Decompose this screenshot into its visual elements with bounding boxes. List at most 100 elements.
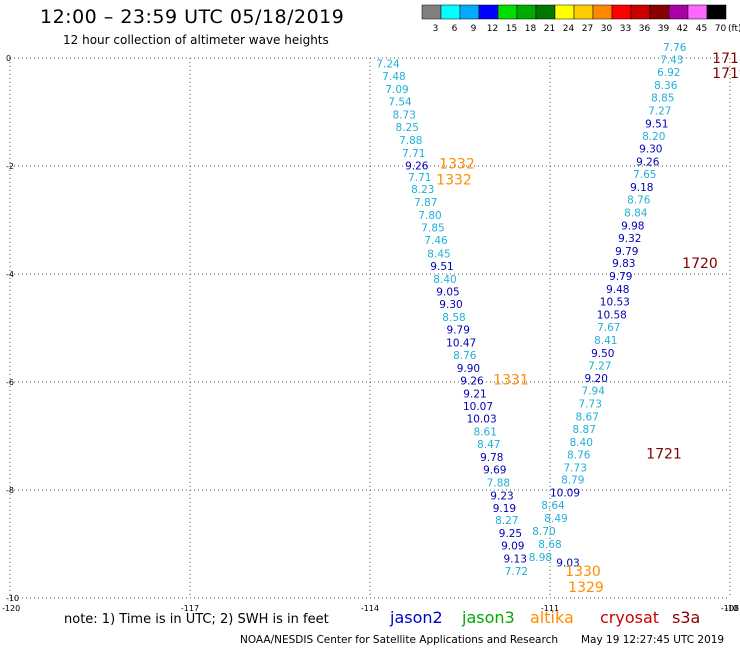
legend-unit: (ft)	[728, 24, 740, 34]
pass-time-label: 1330	[565, 564, 601, 580]
legend-cryosat: cryosat	[600, 608, 660, 627]
swh-value-label: 7.73	[564, 462, 587, 474]
swh-value-label: 7.65	[633, 169, 656, 181]
legend-jason3: jason3	[462, 608, 515, 627]
legend-swatch	[592, 4, 613, 20]
swh-value-label: 8.76	[453, 350, 477, 362]
swh-value-label: 7.88	[487, 477, 510, 489]
swh-value-label: 9.05	[436, 286, 459, 298]
swh-value-label: 7.80	[418, 210, 441, 222]
swh-value-label: 9.25	[499, 528, 522, 540]
legend-swatch	[611, 4, 632, 20]
swh-value-label: 8.49	[544, 513, 567, 525]
swh-value-label: 9.26	[460, 375, 484, 387]
swh-value-label: 7.27	[588, 360, 611, 372]
swh-value-label: 9.78	[480, 452, 503, 464]
swh-value-label: 7.88	[399, 135, 422, 147]
swh-value-label: 7.24	[376, 58, 400, 70]
legend-swatch	[649, 4, 670, 20]
footnote: note: 1) Time is in UTC; 2) SWH is in fe…	[64, 612, 329, 627]
swh-value-label: 8.79	[561, 475, 584, 487]
swh-value-label: 9.13	[504, 554, 527, 566]
swh-value-label: 7.71	[408, 172, 431, 184]
legend-swatch	[554, 4, 575, 20]
swh-value-label: 7.94	[582, 386, 606, 398]
swh-value-label: 7.67	[597, 322, 620, 334]
legend-bin-label: 15	[506, 24, 517, 34]
legend-swatch	[706, 4, 727, 20]
legend-bin-label: 42	[677, 24, 688, 34]
swh-value-label: 8.20	[642, 131, 665, 143]
swh-value-label: 9.21	[463, 388, 486, 400]
swh-value-label: 8.70	[532, 526, 555, 538]
swh-value-label: 6.92	[657, 67, 680, 79]
legend-swatch	[516, 4, 537, 20]
legend-bin-label: 33	[620, 24, 631, 34]
swh-value-label: 9.79	[447, 325, 470, 337]
swh-value-label: 9.30	[439, 299, 462, 311]
legend-swatch	[459, 4, 480, 20]
swh-value-label: 9.09	[501, 541, 524, 553]
swh-value-label: 7.54	[388, 97, 412, 109]
swh-value-label: 7.76	[663, 42, 687, 54]
swh-value-label: 8.67	[576, 412, 599, 424]
legend-bin-label: 24	[563, 24, 575, 34]
swh-value-label: 9.26	[636, 157, 660, 169]
swh-value-label: 9.26	[405, 160, 429, 172]
swh-value-label: 8.23	[411, 184, 434, 196]
y-tick-label: -4	[6, 270, 14, 279]
swh-value-label: 9.79	[609, 271, 632, 283]
swh-value-label: 8.73	[393, 110, 416, 122]
swh-value-label: 7.43	[660, 55, 683, 67]
legend-swatch	[668, 4, 689, 20]
swh-value-label: 8.61	[474, 427, 497, 439]
swh-value-label: 10.47	[446, 338, 476, 350]
legend-bin-label: 27	[582, 24, 593, 34]
legend-bin-label: 70	[715, 24, 727, 34]
y-tick-label: 0	[6, 54, 11, 63]
swh-value-label: 7.27	[648, 105, 671, 117]
axis-labels: 0-2-4-6-8-10-117 -114 -111 -108-120 -10	[2, 54, 739, 613]
swh-value-label: 9.30	[639, 144, 662, 156]
swh-value-label: 8.64	[541, 500, 565, 512]
credit-line: NOAA/NESDIS Center for Satellite Applica…	[240, 634, 558, 646]
swh-value-label: 8.41	[594, 335, 617, 347]
pass-time-label: 1329	[568, 580, 604, 596]
legend-swatch	[630, 4, 651, 20]
x-tick-label: -117	[181, 604, 199, 613]
swh-value-label: 9.79	[615, 246, 638, 258]
swh-value-label: 8.68	[538, 539, 561, 551]
swh-value-label: 10.53	[600, 297, 630, 309]
swh-value-label: 8.25	[396, 122, 419, 134]
swh-value-label: 9.18	[630, 182, 653, 194]
swh-points: 7.247.487.097.548.738.257.887.719.267.71…	[376, 42, 686, 578]
swh-value-label: 8.45	[427, 248, 450, 260]
legend-swatch	[421, 4, 442, 20]
x-edge-label: -120	[2, 604, 20, 613]
swh-value-label: 8.27	[495, 515, 518, 527]
legend-swatch	[573, 4, 594, 20]
legend-bin-label: 45	[696, 24, 707, 34]
legend-bin-label: 30	[601, 24, 613, 34]
pass-time-label: 1718	[712, 51, 740, 67]
pass-time-label: 1331	[493, 372, 529, 388]
legend-swatch	[497, 4, 518, 20]
legend-bin-label: 12	[487, 24, 498, 34]
swh-value-label: 10.58	[597, 310, 627, 322]
swh-value-label: 9.50	[591, 348, 614, 360]
pass-time-label: 1721	[646, 446, 682, 462]
swh-value-label: 7.85	[421, 223, 444, 235]
x-tick-label: -111	[541, 604, 559, 613]
y-tick-label: -6	[6, 378, 14, 387]
swh-value-label: 9.19	[493, 503, 516, 515]
swh-value-label: 7.73	[579, 399, 602, 411]
legend-bin-label: 9	[471, 24, 477, 34]
x-tick-label: -108	[721, 604, 739, 613]
pass-time-label: 1332	[436, 173, 472, 189]
legend-swatch	[687, 4, 708, 20]
swh-value-label: 9.03	[556, 557, 579, 569]
swh-value-label: 8.87	[573, 424, 596, 436]
swh-value-label: 8.58	[442, 312, 465, 324]
swh-value-label: 8.47	[477, 439, 500, 451]
